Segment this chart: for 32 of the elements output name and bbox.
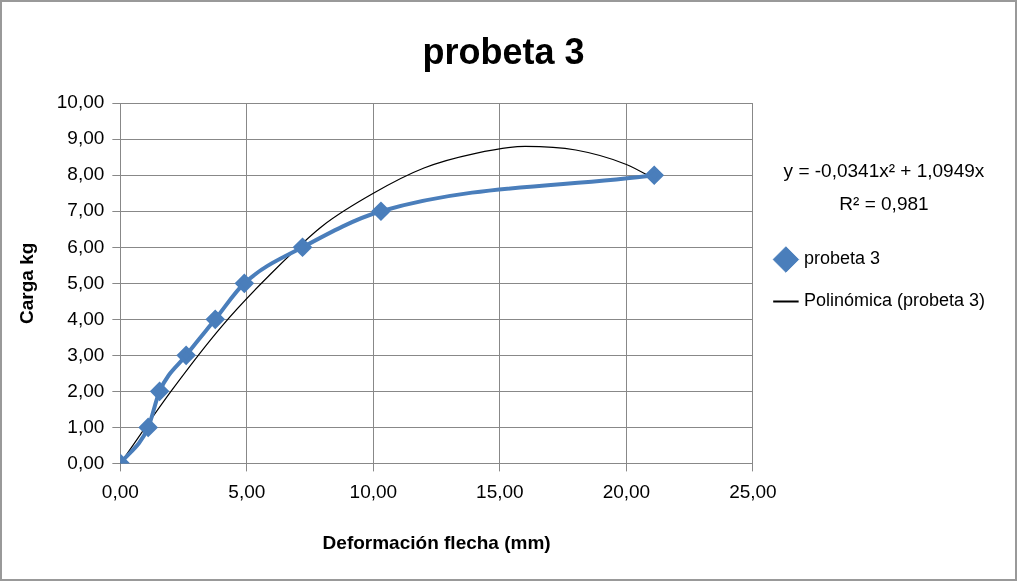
point: [235, 274, 254, 293]
y-tick-label: 6,00: [67, 235, 105, 257]
point: [293, 238, 312, 257]
point: [177, 346, 196, 365]
text: y = -0,0341x² + 1,0949x: [783, 160, 985, 182]
legend-label: probeta 3: [803, 248, 880, 269]
text: R² = 0,981: [839, 193, 929, 215]
point: [206, 310, 225, 329]
y-tick-label: 1,00: [67, 415, 105, 437]
y-tick-label: 3,00: [67, 343, 105, 365]
point: [371, 202, 390, 221]
y-axis-title: Carga kg: [15, 242, 37, 324]
x-tick-label: 25,00: [729, 481, 777, 503]
x-axis-title: Deformación flecha (mm): [322, 531, 551, 553]
y-tick-label: 9,00: [67, 127, 105, 149]
y-tick-label: 7,00: [67, 199, 105, 221]
x-tick-label: 10,00: [349, 481, 398, 503]
y-tick-label: 8,00: [67, 163, 105, 185]
y-tick-label: 4,00: [67, 307, 105, 329]
legend-label: Polinómica (probeta 3): [803, 290, 985, 311]
y-tick-label: 0,00: [67, 451, 105, 473]
y-tick-label: 10,00: [56, 91, 105, 113]
chart-title: probeta 3: [422, 30, 585, 72]
point: [150, 382, 169, 401]
x-tick-label: 0,00: [101, 481, 139, 503]
y-tick-label: 5,00: [67, 271, 105, 293]
x-tick-label: 15,00: [476, 481, 524, 503]
point: [645, 166, 664, 185]
x-tick-label: 5,00: [228, 481, 266, 503]
point: [139, 418, 158, 437]
x-tick-label: 20,00: [602, 481, 651, 503]
y-tick-label: 2,00: [67, 379, 105, 401]
